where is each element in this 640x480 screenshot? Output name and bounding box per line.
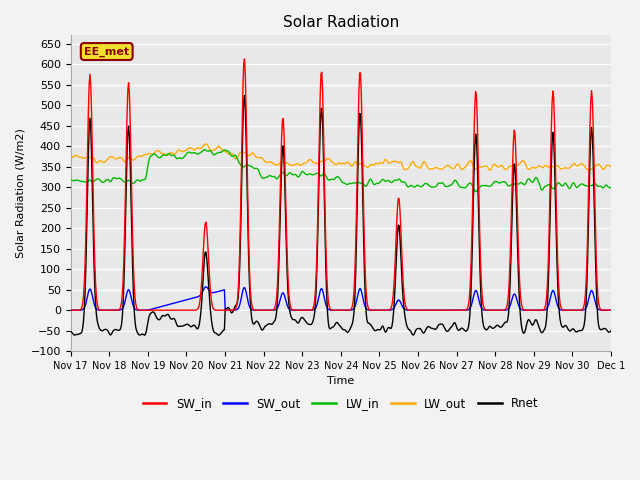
SW_out xyxy=(77,307,85,313)
Rnet xyxy=(196,321,204,326)
LW_out xyxy=(137,154,145,159)
LW_in xyxy=(77,179,85,184)
LW_out xyxy=(227,150,235,156)
Rnet xyxy=(449,322,457,327)
Rnet xyxy=(215,332,223,338)
X-axis label: Time: Time xyxy=(327,376,355,386)
LW_in xyxy=(227,152,235,158)
SW_out xyxy=(431,307,439,313)
LW_in xyxy=(196,150,204,156)
SW_out xyxy=(137,307,145,313)
Line: SW_in: SW_in xyxy=(70,59,640,310)
SW_out xyxy=(67,307,74,313)
LW_out xyxy=(77,155,85,160)
Line: SW_out: SW_out xyxy=(70,287,640,310)
LW_out xyxy=(431,165,439,170)
SW_in xyxy=(226,307,234,313)
LW_in xyxy=(449,181,456,187)
Legend: SW_in, SW_out, LW_in, LW_out, Rnet: SW_in, SW_out, LW_in, LW_out, Rnet xyxy=(138,392,543,415)
Rnet xyxy=(137,332,145,338)
Y-axis label: Solar Radiation (W/m2): Solar Radiation (W/m2) xyxy=(15,128,25,258)
SW_in xyxy=(137,307,145,313)
Title: Solar Radiation: Solar Radiation xyxy=(283,15,399,30)
LW_out xyxy=(585,168,593,173)
SW_in xyxy=(196,301,204,307)
SW_in xyxy=(449,307,456,313)
LW_out xyxy=(196,145,204,151)
SW_in xyxy=(241,56,248,62)
Rnet xyxy=(67,329,74,335)
SW_out xyxy=(227,307,235,313)
LW_in xyxy=(472,189,479,194)
SW_out xyxy=(449,307,456,313)
LW_in xyxy=(67,177,74,183)
Line: Rnet: Rnet xyxy=(70,96,640,335)
Rnet xyxy=(241,93,248,98)
LW_out xyxy=(202,141,210,147)
LW_out xyxy=(67,156,74,161)
LW_in xyxy=(200,147,208,153)
Text: EE_met: EE_met xyxy=(84,47,129,57)
Line: LW_out: LW_out xyxy=(70,144,640,170)
SW_out xyxy=(202,284,210,290)
SW_in xyxy=(67,307,74,313)
LW_in xyxy=(137,178,145,184)
SW_out xyxy=(196,293,204,299)
Rnet xyxy=(432,326,440,332)
SW_in xyxy=(431,307,439,313)
LW_out xyxy=(449,165,456,171)
LW_in xyxy=(431,184,439,190)
Line: LW_in: LW_in xyxy=(70,150,640,192)
SW_in xyxy=(77,306,85,312)
Rnet xyxy=(227,309,235,315)
Rnet xyxy=(77,330,85,336)
